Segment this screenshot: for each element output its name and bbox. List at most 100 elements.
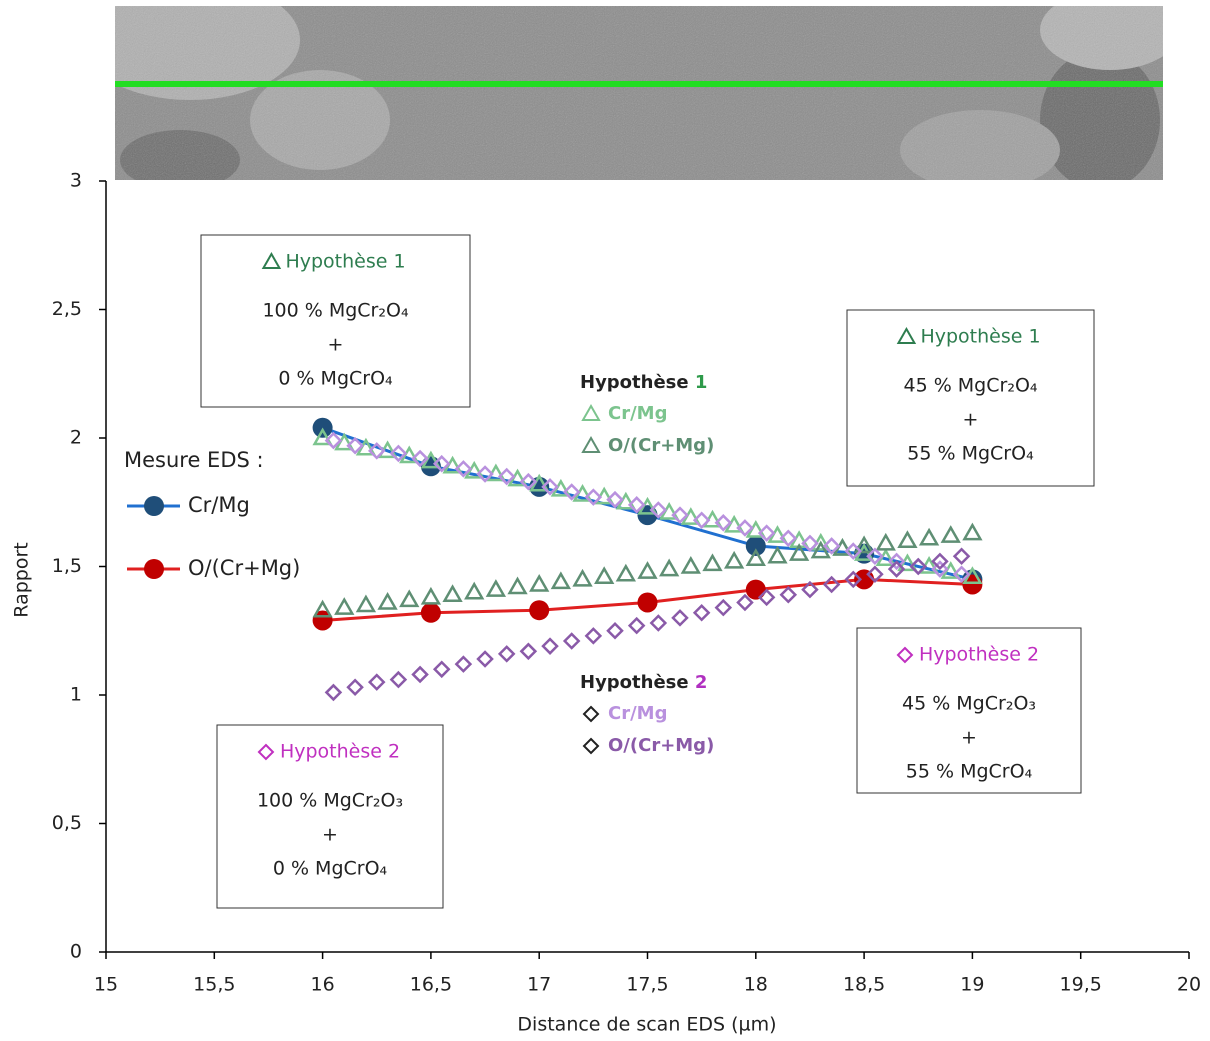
- marker: [367, 442, 386, 460]
- marker: [779, 586, 798, 604]
- marker: [324, 431, 343, 450]
- marker: [736, 593, 754, 612]
- marker: [355, 594, 377, 613]
- marker: [822, 537, 841, 555]
- x-tick-label: 19: [960, 974, 984, 996]
- legend-marker: [582, 737, 600, 755]
- marker: [692, 603, 711, 622]
- marker: [584, 488, 603, 506]
- y-tick-label: 2,5: [52, 298, 82, 320]
- y-tick-label: 3: [70, 170, 82, 192]
- x-tick-label: 18: [744, 974, 768, 996]
- marker: [411, 665, 429, 684]
- legend-title: Hypothèse 1: [580, 372, 707, 393]
- legend-marker: [582, 705, 600, 723]
- annotation-line: +: [961, 727, 977, 749]
- annotation-line: +: [328, 334, 344, 356]
- marker: [346, 436, 364, 455]
- x-tick-label: 19,5: [1060, 974, 1102, 996]
- annotation-line: 45 % MgCr₂O₄: [903, 375, 1037, 397]
- annotation-box: [856, 627, 1082, 794]
- marker: [723, 550, 745, 569]
- marker: [931, 552, 949, 571]
- legend-title: Hypothèse 2: [580, 672, 707, 693]
- marker: [866, 565, 884, 583]
- legend-title-text: Hypothèse: [580, 672, 689, 693]
- marker: [615, 563, 636, 582]
- marker: [627, 616, 646, 635]
- marker: [637, 592, 658, 613]
- marker: [736, 519, 754, 537]
- marker: [788, 543, 810, 561]
- x-tick-label: 17: [527, 974, 551, 996]
- annotation-line: 100 % MgCr₂O₄: [262, 300, 409, 322]
- annotation-title: Hypothèse 2: [280, 741, 400, 763]
- marker: [389, 444, 408, 463]
- marker: [420, 586, 442, 605]
- marker: [257, 743, 275, 761]
- sem-image: [115, 6, 1163, 180]
- x-tick-label: 17,5: [626, 974, 668, 996]
- annotation-box: [200, 234, 471, 408]
- marker: [497, 645, 516, 663]
- marker: [952, 565, 971, 583]
- marker: [745, 548, 766, 567]
- x-axis-label: Distance de scan EDS (µm): [517, 1014, 776, 1036]
- marker: [476, 650, 494, 668]
- marker: [529, 573, 550, 592]
- marker: [476, 465, 494, 483]
- marker: [346, 678, 364, 697]
- marker: [312, 427, 333, 446]
- marker: [594, 566, 615, 585]
- marker: [420, 602, 441, 623]
- legend-marker: [581, 435, 601, 453]
- marker: [844, 570, 863, 589]
- marker: [671, 609, 689, 627]
- marker: [757, 524, 776, 542]
- marker: [334, 597, 355, 615]
- marker: [606, 621, 624, 640]
- legend-label: O/(Cr+Mg): [188, 556, 300, 580]
- marker: [312, 599, 333, 618]
- marker: [844, 542, 863, 560]
- marker: [606, 490, 624, 509]
- x-tick-label: 20: [1177, 974, 1201, 996]
- legend-label: Cr/Mg: [608, 403, 667, 424]
- marker: [909, 557, 928, 576]
- marker: [562, 632, 581, 650]
- marker: [497, 467, 516, 486]
- y-tick-label: 0: [70, 941, 82, 963]
- annotation-line: 55 % MgCrO₄: [907, 443, 1034, 465]
- marker: [896, 326, 917, 344]
- legend-title-number: 2: [695, 672, 708, 693]
- marker: [810, 540, 831, 559]
- marker: [714, 514, 733, 532]
- marker: [507, 576, 528, 595]
- marker: [637, 561, 658, 579]
- marker: [887, 560, 906, 578]
- y-axis-label: Rapport: [11, 542, 33, 617]
- annotation-line: 0 % MgCrO₄: [278, 368, 393, 390]
- marker: [671, 506, 689, 524]
- legend-title-text: Mesure EDS :: [124, 448, 264, 472]
- marker: [866, 547, 884, 565]
- annotation-box: [846, 309, 1095, 487]
- marker: [918, 527, 940, 546]
- marker: [962, 522, 983, 541]
- y-tick-label: 0,5: [52, 812, 82, 834]
- marker: [745, 579, 766, 600]
- marker: [541, 637, 559, 655]
- marker: [853, 535, 875, 554]
- marker: [779, 529, 798, 547]
- y-tick-label: 1: [70, 684, 82, 706]
- marker: [952, 547, 971, 565]
- marker: [399, 589, 420, 608]
- marker: [550, 571, 572, 590]
- x-tick-label: 15,5: [193, 974, 235, 996]
- x-tick-label: 15: [94, 974, 118, 996]
- marker: [519, 472, 538, 491]
- x-tick-label: 18,5: [843, 974, 885, 996]
- marker: [940, 525, 961, 543]
- marker: [931, 560, 949, 578]
